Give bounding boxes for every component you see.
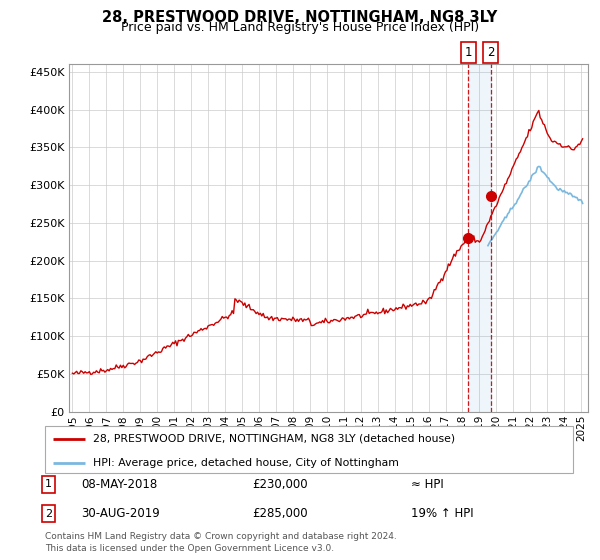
Bar (469, 64, 491, 412)
FancyBboxPatch shape (45, 426, 573, 473)
Text: 1: 1 (464, 46, 472, 59)
Text: £230,000: £230,000 (252, 478, 308, 491)
Text: 30-AUG-2019: 30-AUG-2019 (81, 507, 160, 520)
Text: 28, PRESTWOOD DRIVE, NOTTINGHAM, NG8 3LY (detached house): 28, PRESTWOOD DRIVE, NOTTINGHAM, NG8 3LY… (92, 434, 455, 444)
Text: 2: 2 (487, 46, 494, 59)
Text: Contains HM Land Registry data © Crown copyright and database right 2024.
This d: Contains HM Land Registry data © Crown c… (45, 532, 397, 553)
Text: 2: 2 (45, 508, 52, 519)
Text: 1: 1 (45, 479, 52, 489)
Text: ≈ HPI: ≈ HPI (411, 478, 444, 491)
Text: 19% ↑ HPI: 19% ↑ HPI (411, 507, 473, 520)
Text: £285,000: £285,000 (252, 507, 308, 520)
Text: 08-MAY-2018: 08-MAY-2018 (81, 478, 157, 491)
Text: Price paid vs. HM Land Registry's House Price Index (HPI): Price paid vs. HM Land Registry's House … (121, 21, 479, 34)
Text: HPI: Average price, detached house, City of Nottingham: HPI: Average price, detached house, City… (92, 458, 398, 468)
Text: 28, PRESTWOOD DRIVE, NOTTINGHAM, NG8 3LY: 28, PRESTWOOD DRIVE, NOTTINGHAM, NG8 3LY (103, 10, 497, 25)
